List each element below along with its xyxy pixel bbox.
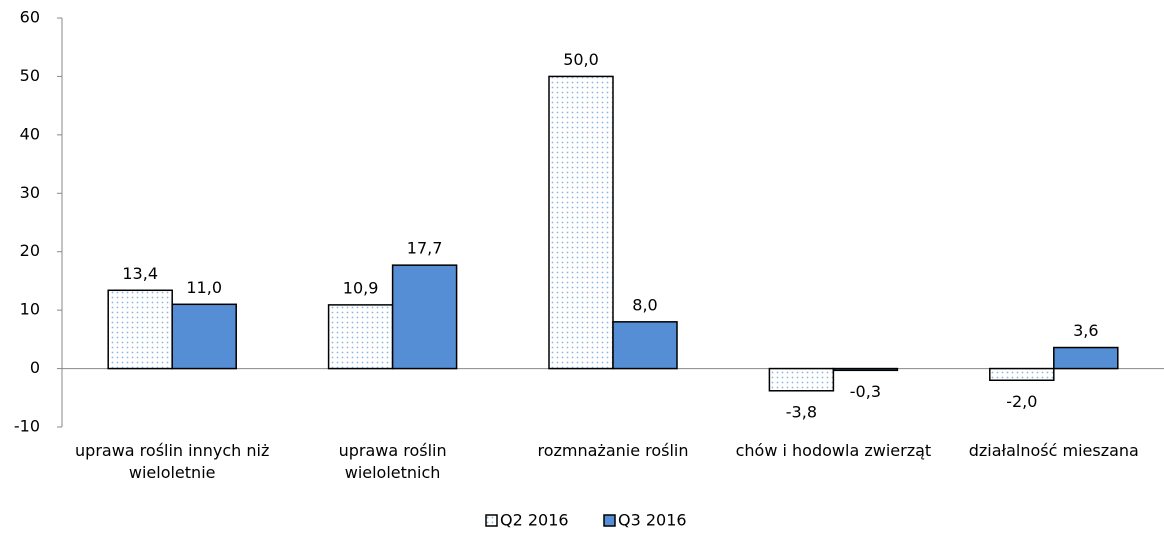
value-label: -2,0 (1006, 392, 1037, 411)
bar (327, 304, 394, 370)
y-tick-label: 50 (20, 66, 40, 85)
legend-label: Q3 2016 (618, 511, 687, 530)
bar (1053, 346, 1119, 370)
bar (171, 303, 237, 370)
bar (391, 264, 458, 370)
x-tick-label: chów i hodowla zwierząt (735, 441, 932, 460)
y-tick-label: 0 (30, 358, 40, 377)
x-tick-label: rozmnażanie roślin (537, 441, 689, 460)
value-label: 3,6 (1073, 321, 1098, 340)
bar (548, 75, 614, 370)
y-tick-label: 10 (20, 300, 40, 319)
y-tick-label: -10 (14, 417, 40, 436)
y-tick-label: 20 (20, 241, 40, 260)
value-label: 11,0 (186, 278, 222, 297)
value-label: 13,4 (122, 264, 158, 283)
legend-label: Q2 2016 (500, 511, 569, 530)
value-label: 17,7 (407, 239, 443, 258)
bar (832, 367, 899, 372)
x-tick-label: uprawa roślin wieloletnich (338, 441, 447, 482)
legend-swatch (603, 514, 616, 527)
y-tick-label: 40 (20, 124, 40, 143)
bar (768, 367, 835, 392)
bar (107, 289, 173, 370)
value-label: -0,3 (850, 382, 881, 401)
y-tick-label: 30 (20, 183, 40, 202)
value-label: -3,8 (786, 402, 817, 421)
x-tick-label: działalność mieszana (968, 441, 1139, 460)
bar (989, 367, 1055, 382)
value-label: 8,0 (632, 295, 657, 314)
x-tick-label: uprawa roślin innych niż wieloletnie (75, 441, 270, 482)
legend-swatch (485, 514, 498, 527)
value-label: 10,9 (343, 278, 379, 297)
bar (612, 321, 678, 370)
value-label: 50,0 (563, 50, 599, 69)
y-tick-label: 60 (20, 8, 40, 27)
